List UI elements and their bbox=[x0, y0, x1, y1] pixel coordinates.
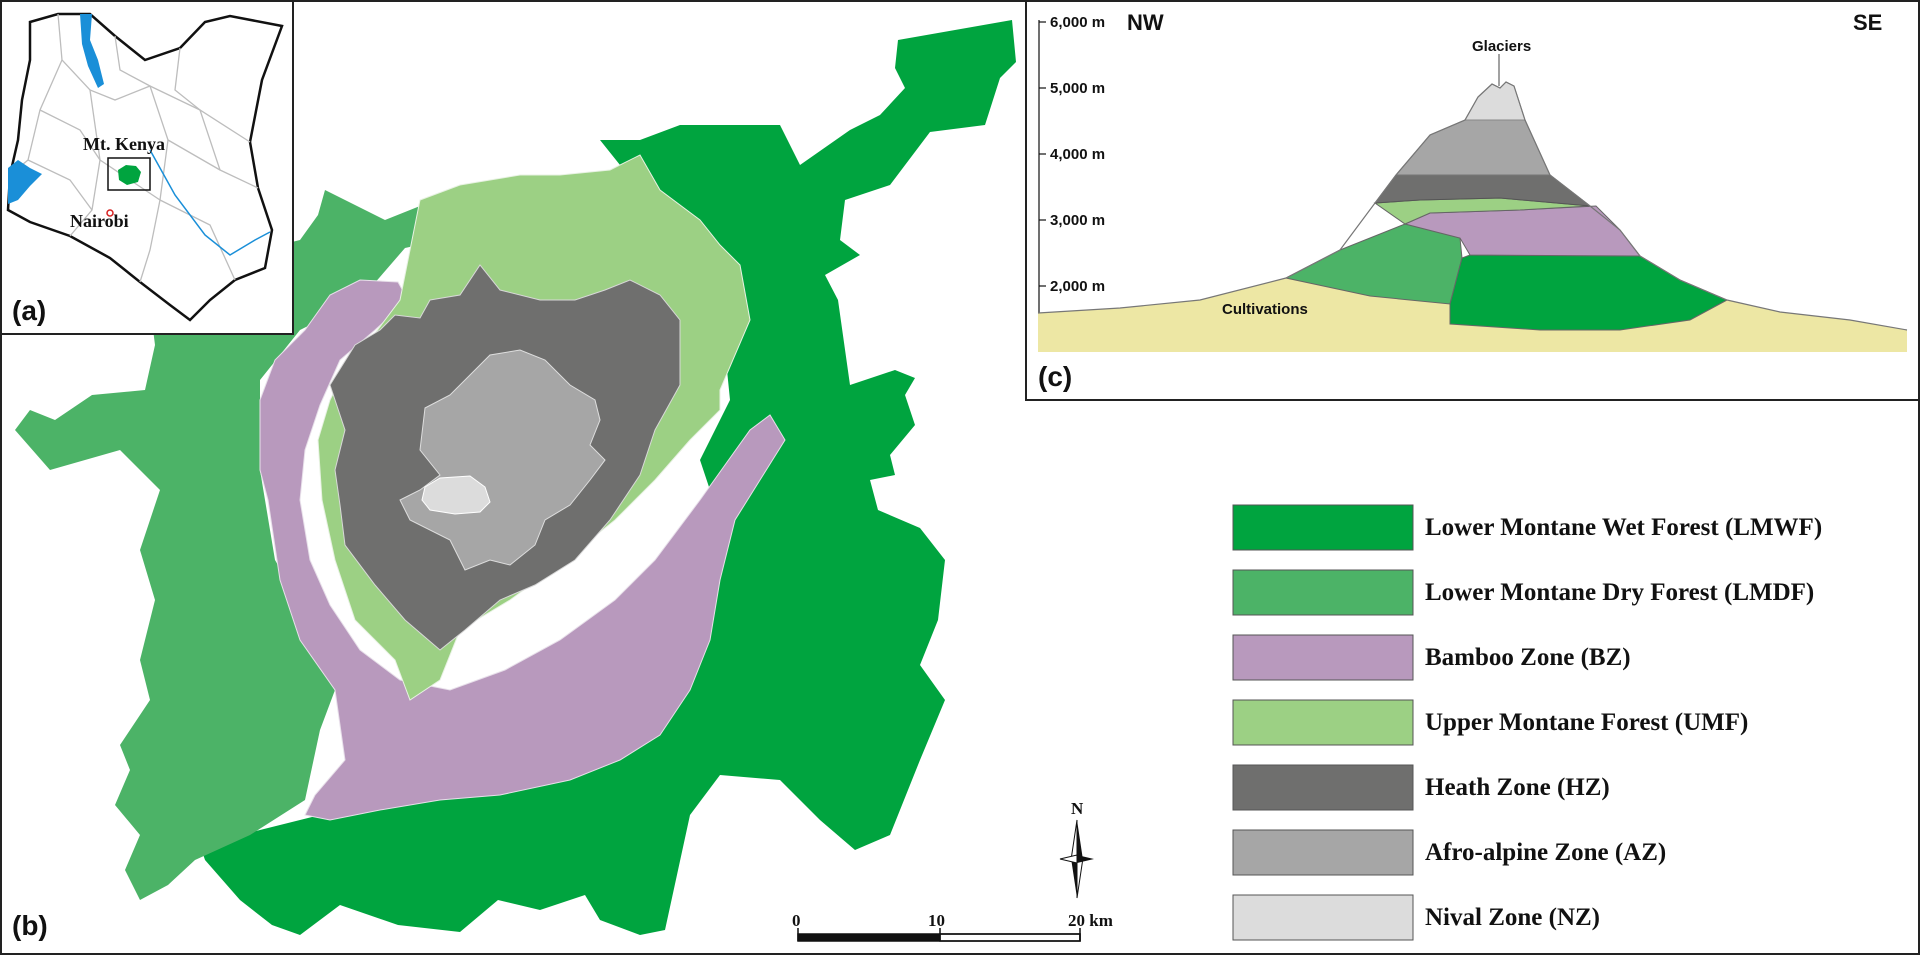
north-arrow-needle-west bbox=[1059, 854, 1078, 864]
north-arrow-label: N bbox=[1071, 799, 1084, 818]
legend-swatch-bamboo bbox=[1232, 634, 1414, 681]
inset-county-boundaries bbox=[9, 13, 259, 283]
zone-lmwf bbox=[200, 20, 1016, 935]
profile-lmdf bbox=[1284, 223, 1463, 305]
inset-lake-turkana bbox=[80, 14, 104, 88]
elevation-tick-6000: 6,000 m bbox=[1050, 14, 1105, 31]
legend-label-bamboo: Bamboo Zone (BZ) bbox=[1425, 644, 1631, 671]
panel-label-b: (b) bbox=[12, 910, 48, 941]
legend-label-nival: Nival Zone (NZ) bbox=[1425, 904, 1600, 931]
legend-swatch-heath bbox=[1232, 764, 1414, 811]
inset-study-area-box bbox=[107, 157, 151, 191]
legend-item-nival: Nival Zone (NZ) bbox=[1232, 894, 1600, 941]
elevation-tick-3000: 3,000 m bbox=[1050, 212, 1105, 229]
inset-label-nairobi: Nairobi bbox=[70, 211, 129, 231]
legend-swatch-lmdf bbox=[1232, 569, 1414, 616]
scale-bar-label-0: 0 bbox=[792, 911, 801, 930]
main-vegetation-map bbox=[15, 20, 1016, 935]
legend-item-heath: Heath Zone (HZ) bbox=[1232, 764, 1610, 811]
scale-bar-label-20: 20 km bbox=[1068, 911, 1113, 930]
scale-bar-segment-0-10 bbox=[798, 934, 940, 941]
zone-lmdf bbox=[15, 190, 478, 900]
scale-bar-label-10: 10 bbox=[928, 911, 945, 930]
legend-swatch-lmwf bbox=[1232, 504, 1414, 551]
legend-item-bamboo: Bamboo Zone (BZ) bbox=[1232, 634, 1631, 681]
inset-mt-kenya-marker bbox=[118, 165, 141, 185]
elevation-tick-marks bbox=[1039, 21, 1046, 287]
legend-label-heath: Heath Zone (HZ) bbox=[1425, 774, 1610, 801]
zone-nival bbox=[421, 475, 491, 515]
elevation-tick-4000: 4,000 m bbox=[1050, 146, 1105, 163]
scale-bar-segment-10-20 bbox=[939, 933, 1081, 942]
profile-terrain-outline bbox=[1037, 81, 1908, 331]
north-arrow: N bbox=[1059, 799, 1094, 899]
profile-label-cultivations: Cultivations bbox=[1222, 301, 1308, 318]
panel-label-a: (a) bbox=[12, 295, 46, 326]
legend-swatch-nival bbox=[1232, 894, 1414, 941]
direction-se: SE bbox=[1853, 10, 1882, 35]
legend-item-umf: Upper Montane Forest (UMF) bbox=[1232, 699, 1748, 746]
scale-bar: 0 10 20 km bbox=[792, 911, 1113, 942]
inset-map: Mt. Kenya Nairobi (a) bbox=[0, 0, 294, 335]
inset-nairobi-marker bbox=[106, 209, 114, 217]
elevation-profile: 6,000 m 5,000 m 4,000 m 3,000 m 2,000 m … bbox=[1025, 0, 1920, 401]
legend-label-lmdf: Lower Montane Dry Forest (LMDF) bbox=[1425, 579, 1814, 606]
north-arrow-needle-north bbox=[1077, 820, 1083, 860]
zone-afroalpine bbox=[399, 349, 606, 571]
inset-lake-victoria bbox=[8, 160, 42, 204]
legend-label-umf: Upper Montane Forest (UMF) bbox=[1425, 709, 1748, 736]
north-arrow-needle-east bbox=[1077, 855, 1094, 863]
legend-swatch-afroalpine bbox=[1232, 829, 1414, 876]
profile-label-glaciers: Glaciers bbox=[1472, 38, 1531, 55]
legend-label-afroalpine: Afro-alpine Zone (AZ) bbox=[1425, 839, 1666, 866]
legend-item-lmdf: Lower Montane Dry Forest (LMDF) bbox=[1232, 569, 1814, 616]
elevation-tick-5000: 5,000 m bbox=[1050, 80, 1105, 97]
elevation-tick-2000: 2,000 m bbox=[1050, 278, 1105, 295]
legend-item-afroalpine: Afro-alpine Zone (AZ) bbox=[1232, 829, 1666, 876]
legend-item-lmwf: Lower Montane Wet Forest (LMWF) bbox=[1232, 504, 1822, 551]
north-arrow-needle-south bbox=[1071, 858, 1077, 898]
zone-bamboo bbox=[259, 279, 786, 821]
direction-nw: NW bbox=[1127, 10, 1164, 35]
legend: Lower Montane Wet Forest (LMWF) Lower Mo… bbox=[1232, 504, 1822, 941]
inset-label-mt-kenya: Mt. Kenya bbox=[83, 134, 165, 154]
legend-swatch-umf bbox=[1232, 699, 1414, 746]
panel-label-c: (c) bbox=[1038, 361, 1072, 392]
inset-tana-river bbox=[149, 149, 271, 256]
legend-label-lmwf: Lower Montane Wet Forest (LMWF) bbox=[1425, 514, 1822, 541]
